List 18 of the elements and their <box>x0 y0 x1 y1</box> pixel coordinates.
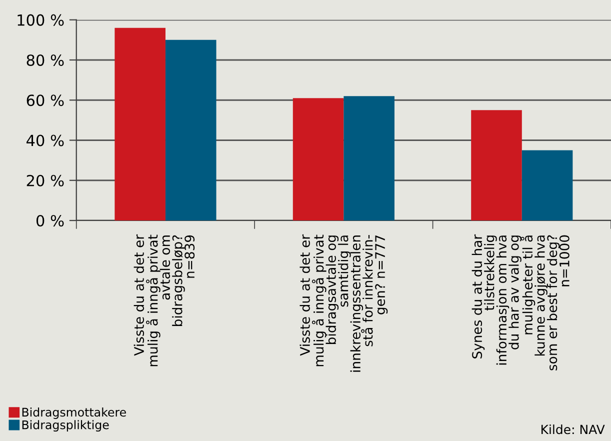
x-tick-label: Visste du at det er mulig å inngå privat bidragsavtale og samtidig la innkrevingssentralen stå for innkrevin- gen? n=777 <box>300 234 388 372</box>
bar <box>114 28 166 220</box>
bar <box>522 150 573 220</box>
bar <box>344 96 394 220</box>
x-tick-label: Visste du at det er mulig å inngå privat avtale om bidragsbeløp? n=839 <box>134 234 195 366</box>
legend-label: Bidragsmottakere <box>22 408 126 419</box>
bar <box>165 40 216 220</box>
y-tick-label: 40 % <box>26 134 64 146</box>
x-tick-label: Synes du at du har tilstrekkelig informasjon om hva du har av valg og muligheter til å kunne avgjøre hva som er best for deg? n=1000 <box>472 234 570 370</box>
y-tick-label: 60 % <box>26 94 64 106</box>
y-tick-label: 100 % <box>18 14 64 26</box>
bar <box>471 110 522 220</box>
y-tick-label: 80 % <box>26 54 64 66</box>
bar <box>292 98 344 220</box>
text: Kilde: NAV <box>542 424 605 434</box>
legend-label: Bidragspliktige <box>22 420 109 432</box>
y-tick-label: 0 % <box>36 214 64 227</box>
y-tick-label: 20 % <box>26 174 64 186</box>
